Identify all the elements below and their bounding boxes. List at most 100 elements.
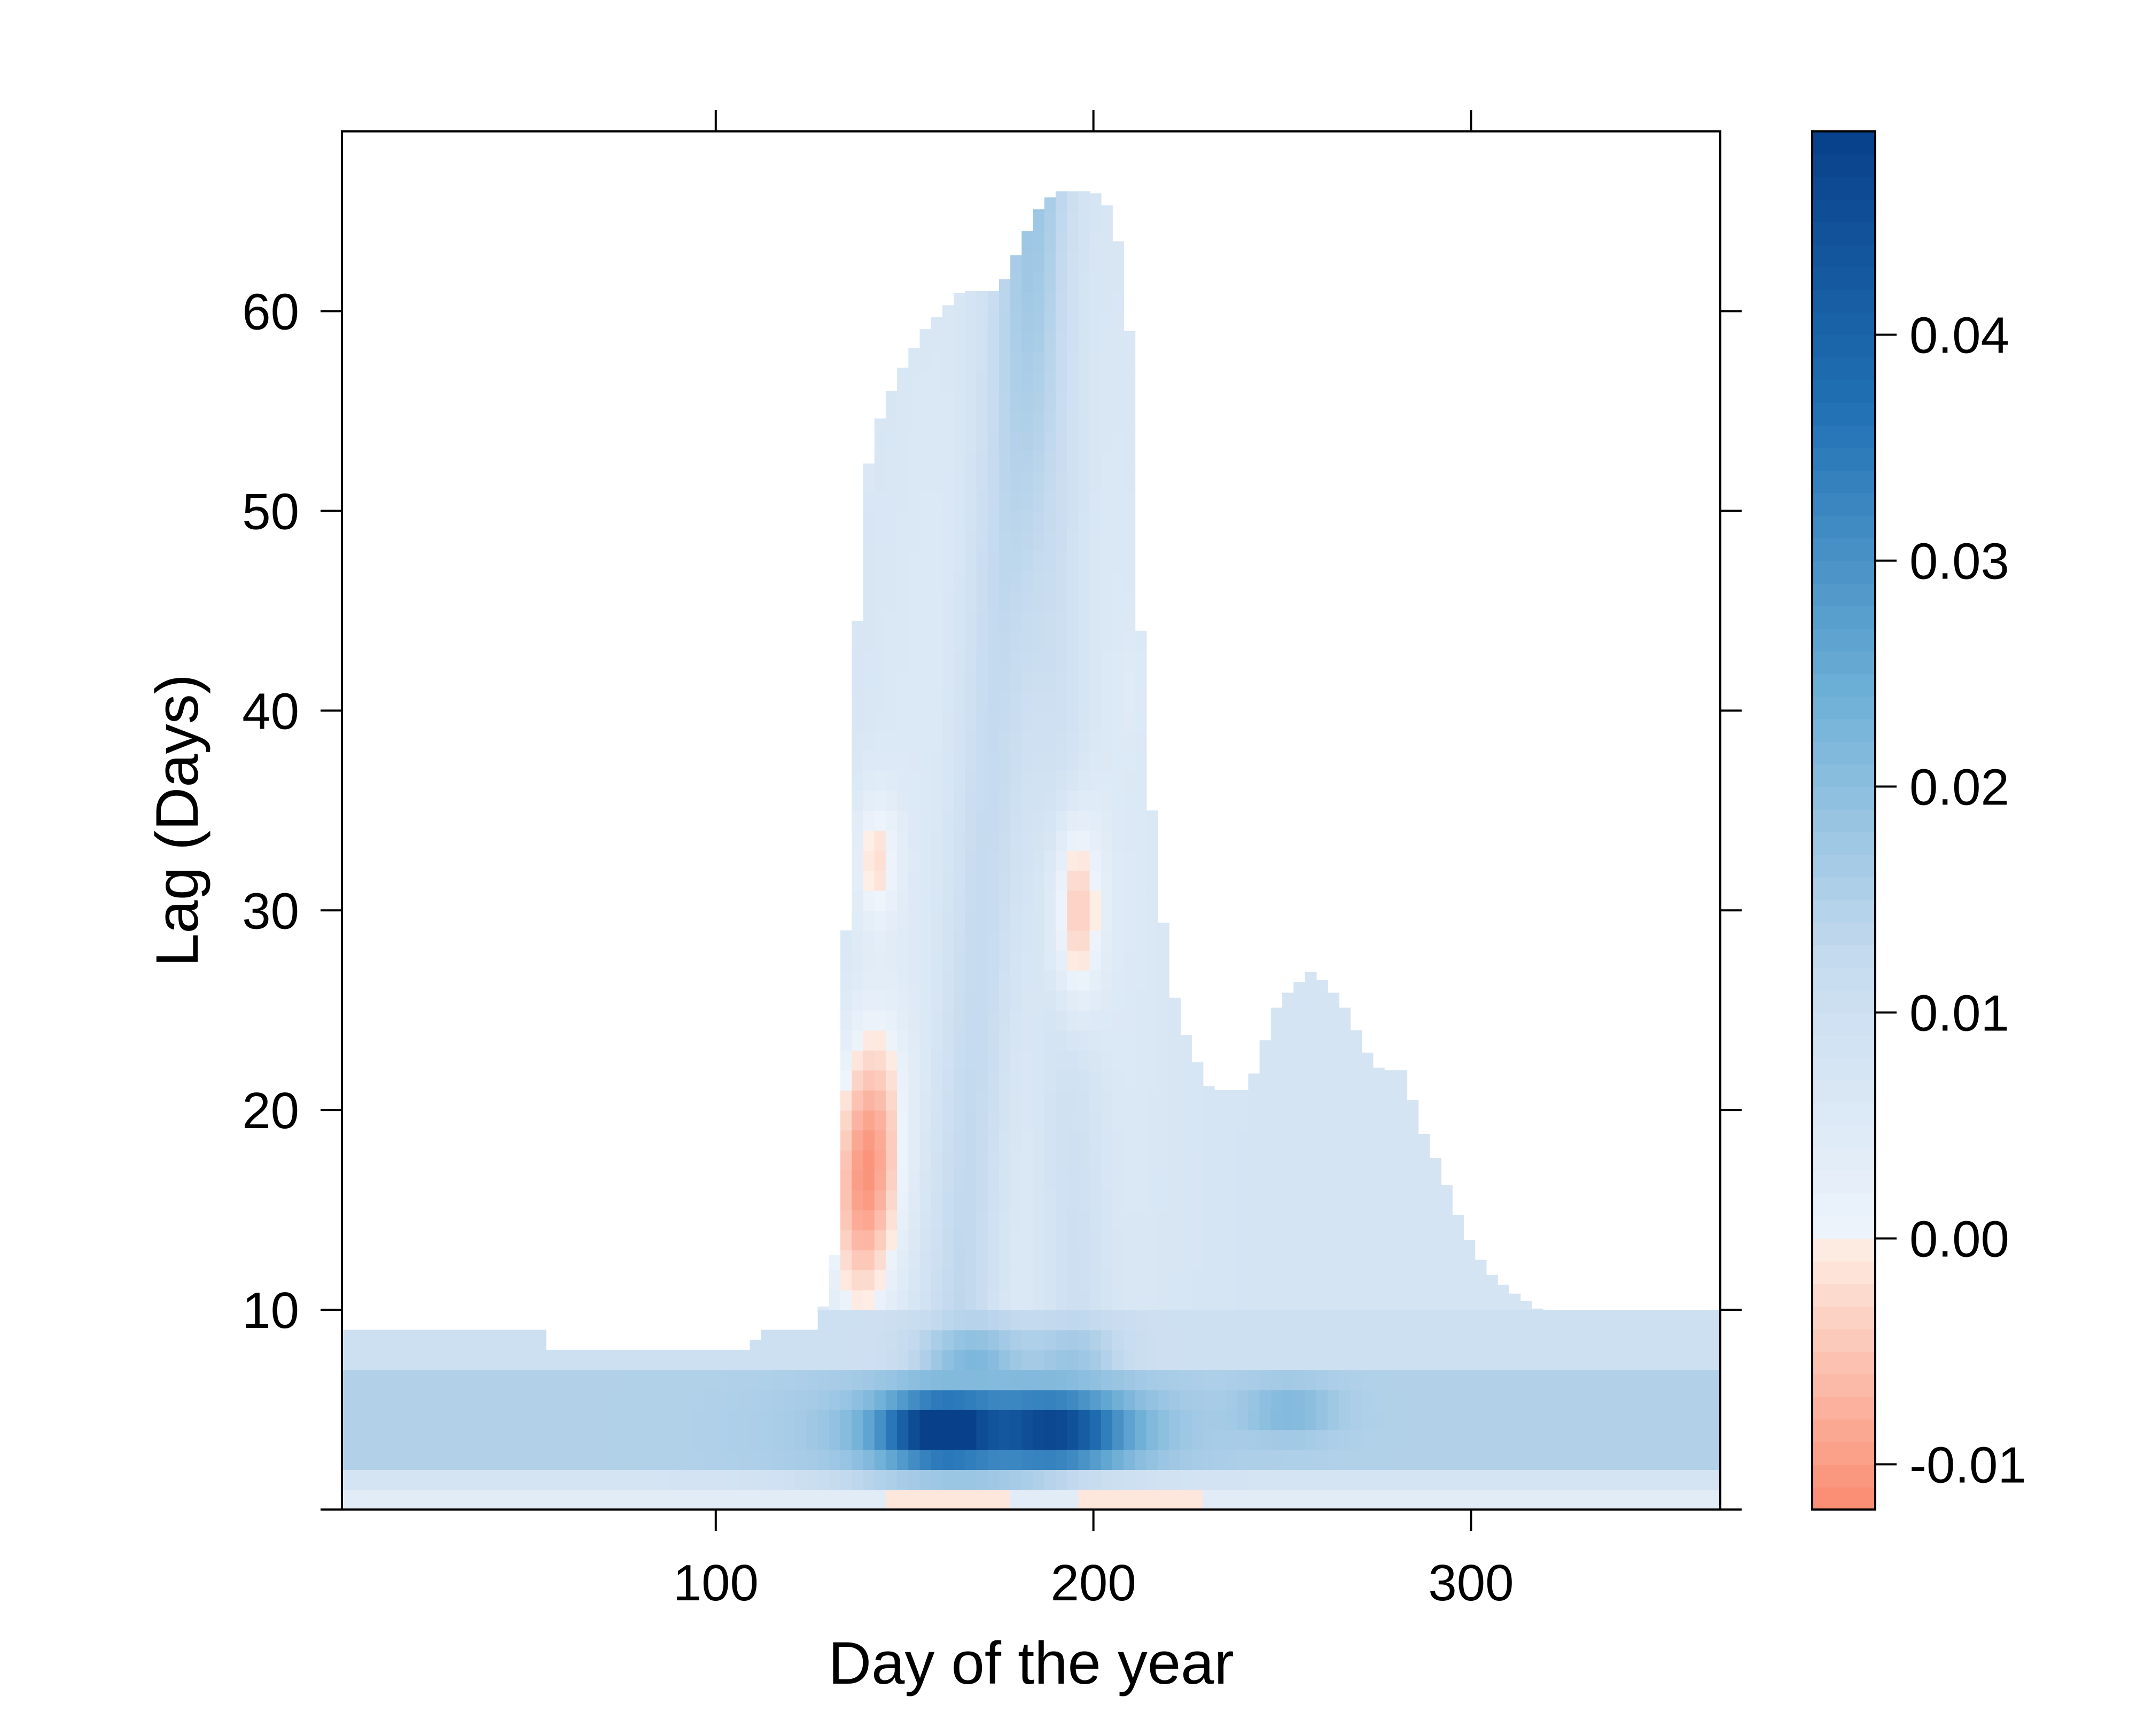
heatmap-cell: [557, 1489, 569, 1510]
heatmap-cell: [999, 1449, 1011, 1470]
heatmap-cell: [772, 1449, 784, 1470]
heatmap-cell: [1361, 1150, 1374, 1171]
heatmap-cell: [1089, 231, 1102, 252]
heatmap-cell: [1101, 1349, 1113, 1371]
heatmap-cell: [1440, 1330, 1453, 1350]
heatmap-cell: [1146, 870, 1158, 891]
heatmap-cell: [1611, 1310, 1623, 1331]
heatmap-cell: [897, 910, 909, 931]
heatmap-cell: [874, 418, 886, 432]
heatmap-cell: [1372, 1489, 1385, 1510]
heatmap-cell: [1101, 205, 1113, 212]
heatmap-cell: [908, 1170, 921, 1191]
heatmap-cell: [863, 491, 875, 512]
heatmap-cell: [1339, 1370, 1351, 1390]
heatmap-cell: [976, 1110, 988, 1131]
heatmap-cell: [1475, 1449, 1487, 1470]
heatmap-cell: [931, 691, 943, 711]
heatmap-cell: [1169, 1110, 1181, 1131]
heatmap-cell: [987, 870, 1000, 891]
heatmap-cell: [1498, 1370, 1509, 1390]
heatmap-cell: [534, 1330, 547, 1350]
heatmap-cell: [829, 1270, 841, 1291]
heatmap-cell: [1078, 551, 1090, 572]
heatmap-cell: [1226, 1429, 1237, 1450]
heatmap-cell: [897, 1389, 909, 1410]
heatmap-cell: [1248, 1110, 1260, 1131]
heatmap-cell: [852, 1389, 864, 1410]
heatmap-cell: [1486, 1349, 1498, 1371]
heatmap-cell: [852, 1469, 864, 1490]
heatmap-cell: [1157, 1249, 1169, 1271]
heatmap-cell: [976, 1370, 988, 1390]
heatmap-cell: [1078, 311, 1090, 332]
heatmap-cell: [1361, 1349, 1374, 1371]
heatmap-cell: [1033, 970, 1045, 991]
heatmap-cell: [863, 1289, 875, 1310]
heatmap-cell: [1407, 1100, 1419, 1111]
heatmap-cell: [1214, 1429, 1226, 1450]
heatmap-cell: [1124, 1410, 1136, 1430]
heatmap-cell: [1157, 1469, 1169, 1490]
heatmap-cell: [1384, 1130, 1396, 1151]
heatmap-cell: [1021, 1030, 1034, 1051]
heatmap-cell: [1475, 1389, 1487, 1410]
heatmap-cell: [1531, 1489, 1543, 1510]
heatmap-cell: [1316, 1270, 1328, 1291]
heatmap-cell: [1089, 1170, 1102, 1191]
heatmap-cell: [602, 1469, 614, 1490]
heatmap-cell: [1101, 670, 1113, 691]
heatmap-cell: [1599, 1449, 1611, 1470]
heatmap-cell: [1316, 1110, 1328, 1131]
heatmap-cell: [999, 431, 1011, 452]
heatmap-cell: [795, 1429, 807, 1450]
heatmap-cell: [1089, 1090, 1102, 1111]
colorbar-swatch: [1812, 696, 1875, 720]
heatmap-cell: [965, 850, 977, 871]
heatmap-cell: [1010, 431, 1023, 452]
heatmap-cell: [1327, 1389, 1339, 1410]
heatmap-cell: [897, 471, 909, 491]
heatmap-cell: [489, 1389, 501, 1410]
heatmap-cell: [1226, 1289, 1237, 1310]
heatmap-cell: [1270, 1270, 1283, 1291]
heatmap-cell: [1701, 1349, 1713, 1371]
heatmap-cell: [1146, 990, 1158, 1011]
y-tick-label: 50: [242, 483, 299, 540]
heatmap-cell: [1327, 1469, 1339, 1490]
heatmap-cell: [1044, 630, 1056, 651]
heatmap-cell: [999, 311, 1011, 332]
heatmap-cell: [1622, 1469, 1634, 1490]
heatmap-cell: [1033, 1410, 1045, 1430]
heatmap-cell: [942, 1429, 954, 1450]
heatmap-cell: [1203, 1270, 1215, 1291]
heatmap-cell: [512, 1349, 524, 1371]
heatmap-cell: [1067, 451, 1079, 472]
colorbar-swatch: [1812, 944, 1875, 968]
heatmap-cell: [965, 1210, 977, 1231]
heatmap-cell: [999, 1130, 1011, 1151]
heatmap-cell: [1520, 1301, 1532, 1310]
heatmap-cell: [500, 1449, 512, 1470]
heatmap-cell: [1384, 1090, 1396, 1111]
heatmap-cell: [1101, 1330, 1113, 1350]
heatmap-cell: [1565, 1349, 1578, 1371]
heatmap-cell: [1282, 1349, 1294, 1371]
heatmap-cell: [1203, 1429, 1215, 1450]
heatmap-cell: [1282, 1489, 1294, 1510]
heatmap-cell: [1633, 1370, 1645, 1390]
heatmap-cell: [1112, 331, 1124, 352]
colorbar-swatch: [1812, 1216, 1875, 1239]
heatmap-cell: [1055, 990, 1067, 1011]
heatmap-cell: [682, 1410, 694, 1430]
heatmap-cell: [1101, 1230, 1113, 1250]
heatmap-cell: [1282, 1270, 1294, 1291]
heatmap-cell: [1067, 750, 1079, 771]
heatmap-cell: [954, 750, 966, 771]
heatmap-cell: [1498, 1449, 1509, 1470]
heatmap-cell: [999, 730, 1011, 751]
heatmap-cell: [1146, 1370, 1158, 1390]
heatmap-cell: [942, 471, 954, 491]
heatmap-cell: [1021, 591, 1034, 612]
heatmap-cell: [885, 1449, 898, 1470]
